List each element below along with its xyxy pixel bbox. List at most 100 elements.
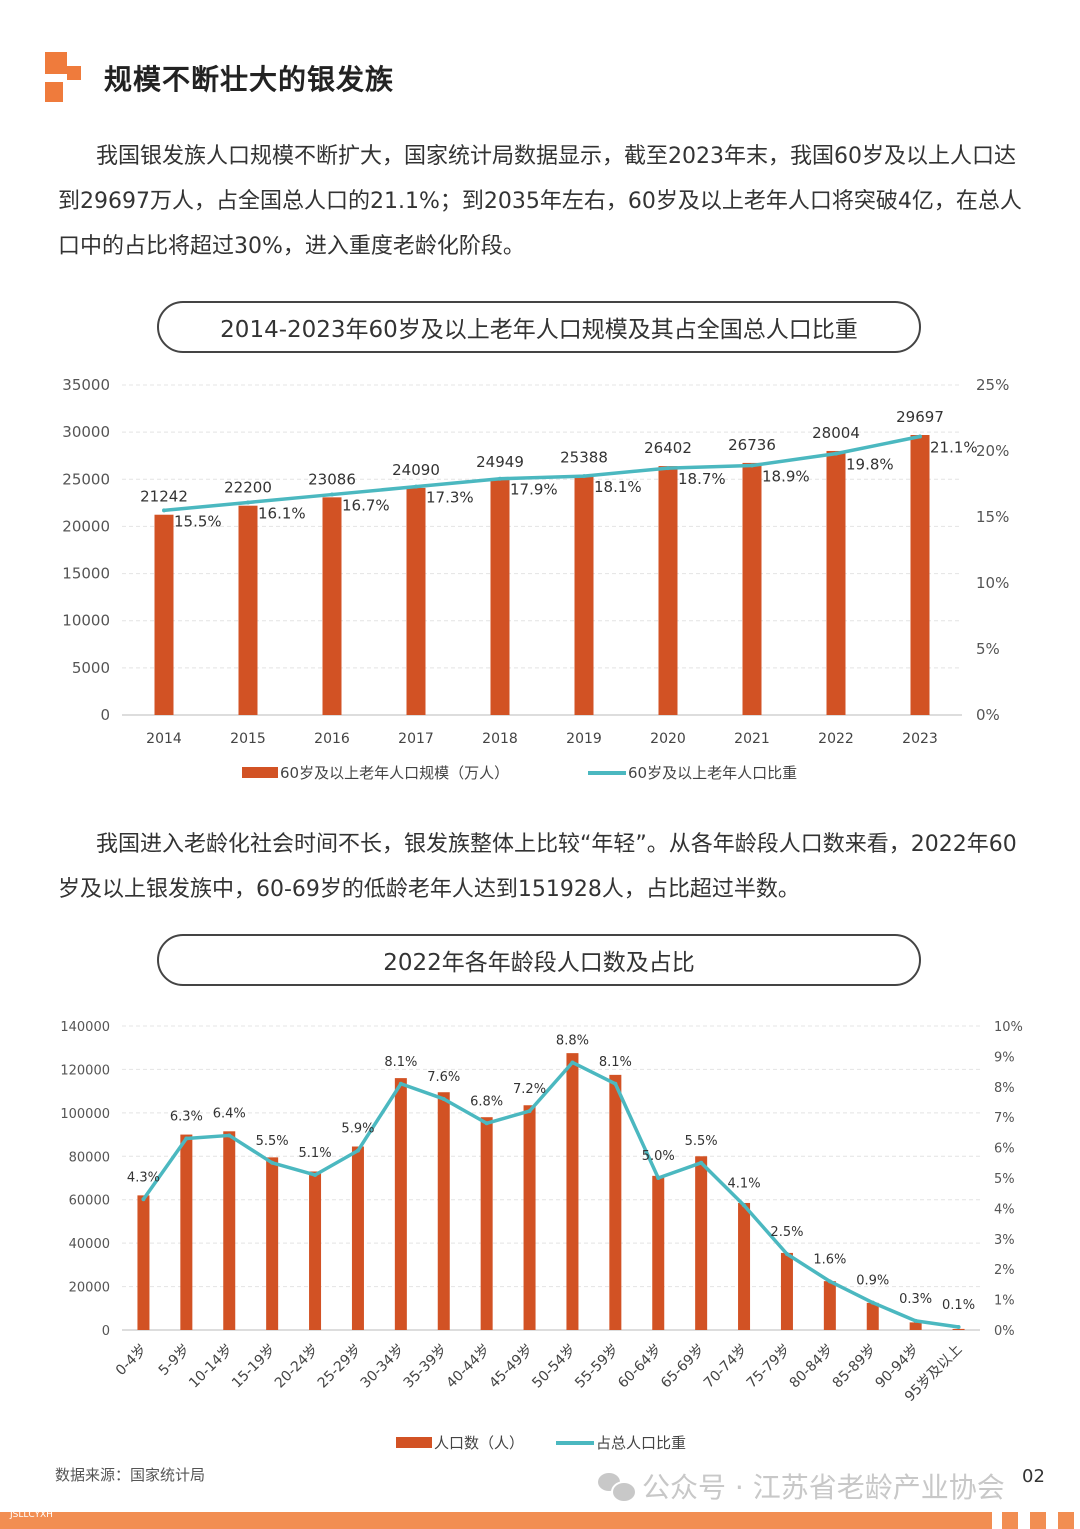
chart2-line-label: 6.4% — [213, 1106, 246, 1121]
chart2-bar — [480, 1117, 493, 1330]
chart1-line-label: 17.9% — [510, 481, 558, 499]
second-paragraph: 我国进入老龄化社会时间不长，银发族整体上比较“年轻”。从各年龄段人口数来看，20… — [58, 822, 1026, 912]
chart2-line-point — [527, 1109, 532, 1114]
chart2-line-point — [270, 1160, 275, 1165]
chart1-x-tick-label: 2019 — [566, 731, 602, 747]
chart1-y-tick-label: 20000 — [62, 517, 110, 535]
chart1-line-label: 18.7% — [678, 470, 726, 488]
chart1-line-point — [330, 492, 334, 497]
chart2-y-tick-label: 0 — [102, 1324, 110, 1339]
footer-square — [1030, 1512, 1046, 1529]
chart2-line-label: 6.8% — [470, 1094, 503, 1109]
chart1-line-label: 18.1% — [594, 478, 642, 496]
chart1-line-label: 17.3% — [426, 489, 474, 507]
chart2-line-label: 4.1% — [728, 1176, 761, 1191]
chart1-y2-tick-label: 5% — [976, 640, 1000, 658]
chart2-y2-tick-label: 1% — [994, 1294, 1015, 1309]
chart2-y-tick-label: 100000 — [60, 1107, 110, 1122]
chart2-line-label: 5.9% — [341, 1122, 374, 1137]
chart2-x-tick-label: 5-9岁 — [156, 1342, 193, 1379]
chart1-line-point — [918, 434, 922, 439]
chart2-y2-tick-label: 7% — [994, 1111, 1015, 1126]
chart2-bar — [909, 1322, 922, 1330]
chart2-x-tick-label: 45-49岁 — [486, 1342, 536, 1392]
chart2-y2-tick-label: 6% — [994, 1142, 1015, 1157]
chart1-line-point — [414, 484, 418, 489]
chart1-bar-label: 21242 — [140, 488, 188, 506]
chart2-bar — [137, 1195, 150, 1330]
chart1-x-tick-label: 2021 — [734, 731, 770, 747]
chart2-y2-tick-label: 8% — [994, 1081, 1015, 1096]
chart1-bar — [574, 475, 594, 715]
chart1-y2-tick-label: 25% — [976, 376, 1009, 394]
page-number: 02 — [1022, 1466, 1045, 1487]
chart2-line-point — [141, 1197, 146, 1202]
chart2-bar — [437, 1092, 450, 1330]
chart1-x-tick-label: 2015 — [230, 731, 266, 747]
chart1-line-label: 19.8% — [846, 456, 894, 474]
chart1-x-tick-label: 2016 — [314, 731, 350, 747]
chart2-x-tick-label: 20-24岁 — [272, 1342, 322, 1392]
chart2-line-label: 5.1% — [299, 1146, 332, 1161]
intro-paragraph: 我国银发族人口规模不断扩大，国家统计局数据显示，截至2023年末，我国60岁及以… — [58, 134, 1026, 269]
chart1-bar-label: 22200 — [224, 479, 272, 497]
chart1-y-tick-label: 5000 — [72, 659, 110, 677]
chart1-y-tick-label: 30000 — [62, 423, 110, 441]
footer-code: JSLLCYXH — [10, 1510, 53, 1520]
chart2-y-tick-label: 40000 — [69, 1237, 110, 1252]
chart1-bar — [742, 462, 762, 715]
chart2-y-tick-label: 60000 — [69, 1194, 110, 1209]
chart2-bar — [609, 1074, 622, 1330]
chart2-x-tick-label: 60-64岁 — [615, 1342, 665, 1392]
chart1-bar-label: 25388 — [560, 449, 608, 467]
chart2-legend-label-line: 占总人口比重 — [596, 1434, 686, 1452]
chart2-line-point — [742, 1203, 747, 1208]
chart2-line-label: 8.8% — [556, 1033, 589, 1048]
chart2-line-point — [570, 1060, 575, 1065]
chart2-line-label: 1.6% — [813, 1252, 846, 1267]
chart1-y-tick-label: 35000 — [62, 376, 110, 394]
chart1-bar — [322, 497, 342, 715]
chart1-line-point — [666, 466, 670, 471]
chart1-y2-tick-label: 10% — [976, 574, 1009, 592]
chart2-line-point — [656, 1176, 661, 1180]
chart2-y-tick-label: 140000 — [60, 1020, 110, 1035]
page-title: 规模不断壮大的银发族 — [104, 63, 395, 96]
chart2-bar — [394, 1078, 407, 1330]
chart2-bar — [652, 1175, 665, 1330]
chart2-x-tick-label: 85-89岁 — [830, 1342, 880, 1392]
chart2-x-tick-label: 40-44岁 — [443, 1342, 493, 1392]
chart2-y-tick-label: 80000 — [69, 1150, 110, 1165]
chart2-x-tick-label: 75-79岁 — [744, 1342, 794, 1392]
chart1-x-tick-label: 2018 — [482, 731, 518, 747]
chart1-bar — [154, 514, 174, 715]
chart2-line-point — [913, 1318, 918, 1323]
watermark-text: 公众号 · 江苏省老龄产业协会 — [642, 1471, 1005, 1504]
chart2-y2-tick-label: 5% — [994, 1172, 1015, 1187]
chart1-bar — [910, 434, 930, 715]
chart2-y-tick-label: 20000 — [69, 1281, 110, 1296]
chart2-line-label: 4.3% — [127, 1170, 160, 1185]
chart1-y-tick-label: 15000 — [62, 565, 110, 583]
chart1-bar-label: 28004 — [812, 424, 860, 442]
chart1-y-tick-label: 25000 — [62, 470, 110, 488]
chart1-y2-tick-label: 15% — [976, 508, 1009, 526]
chart2-x-tick-label: 35-39岁 — [401, 1342, 451, 1392]
chart2-bar — [223, 1131, 236, 1330]
chart2-y2-tick-label: 0% — [994, 1324, 1015, 1339]
chart1-line-point — [834, 451, 838, 456]
chart1-line-point — [246, 500, 250, 505]
chart2-line-label: 7.6% — [427, 1070, 460, 1085]
chart2-line-point — [355, 1148, 360, 1153]
chart2-x-tick-label: 10-14岁 — [186, 1342, 236, 1392]
data-source: 数据来源：国家统计局 — [55, 1466, 206, 1484]
chart1-bar-label: 24090 — [392, 461, 440, 479]
chart1-x-tick-label: 2023 — [902, 731, 938, 747]
chart1-bar-label: 23086 — [308, 470, 356, 488]
chart2-line-point — [956, 1324, 961, 1329]
chart2-line-label: 0.3% — [899, 1292, 932, 1307]
chart2-bar — [823, 1281, 836, 1330]
chart1-y2-tick-label: 0% — [976, 706, 1000, 724]
chart1-line-label: 15.5% — [174, 512, 222, 530]
chart2-line-point — [441, 1096, 446, 1101]
